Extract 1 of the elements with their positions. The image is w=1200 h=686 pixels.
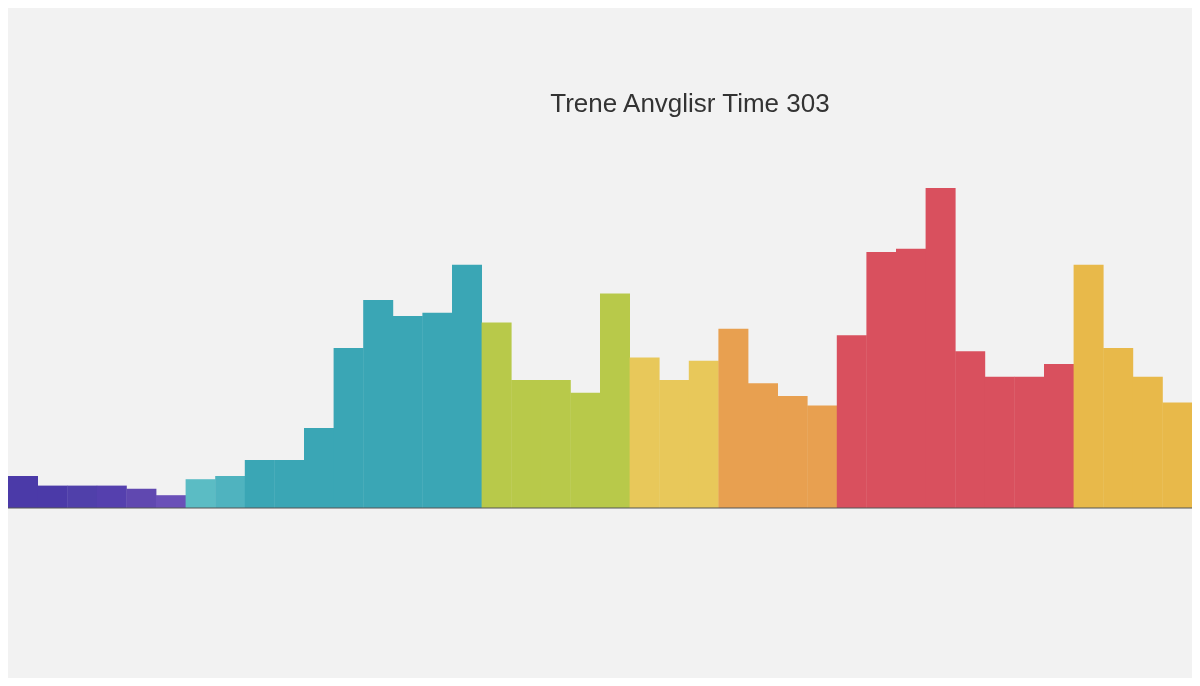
chart-title: Trene Anvglisr Time 303: [549, 87, 831, 120]
